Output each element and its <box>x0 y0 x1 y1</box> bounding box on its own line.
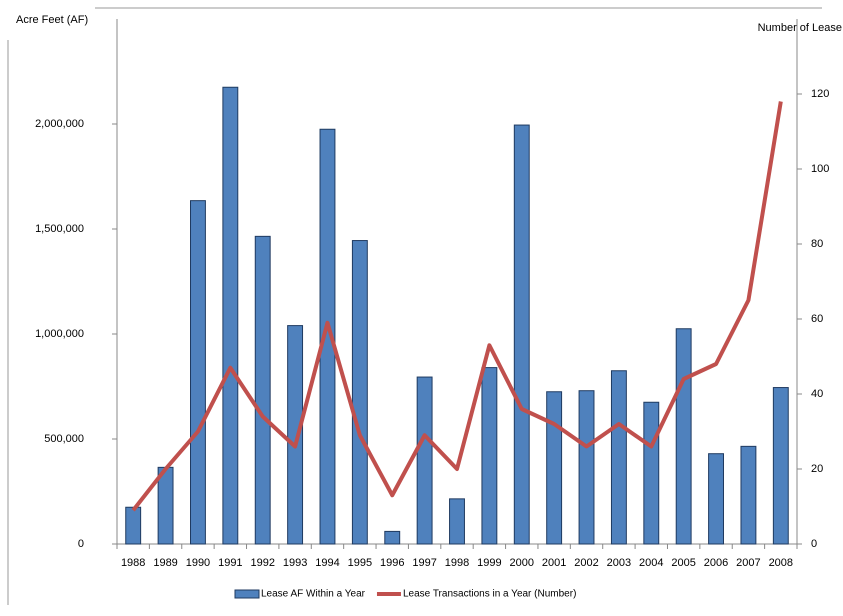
y-tick-label: 1,000,000 <box>35 328 84 340</box>
bar <box>578 390 595 545</box>
y2-tick-label: 20 <box>811 463 823 475</box>
bar <box>708 453 724 545</box>
y2-tick-label: 60 <box>811 313 823 325</box>
y-tick-label: 0 <box>78 538 84 550</box>
x-tick-label: 2002 <box>574 557 598 569</box>
x-tick-label: 2004 <box>639 557 663 569</box>
x-tick-label: 2005 <box>671 557 695 569</box>
legend-label: Lease AF Within a Year <box>261 589 366 600</box>
x-tick-label: 1990 <box>186 557 210 569</box>
legend-swatch <box>234 589 260 599</box>
bar <box>675 328 692 545</box>
bar <box>610 370 627 545</box>
x-tick-label: 1999 <box>477 557 501 569</box>
bar <box>319 128 336 545</box>
x-tick-label: 1995 <box>348 557 372 569</box>
y-tick-label: 2,000,000 <box>35 118 84 130</box>
bar <box>546 391 563 545</box>
y2-tick-label: 0 <box>811 538 817 550</box>
bar <box>772 387 789 545</box>
y-tick-label: 500,000 <box>44 433 84 445</box>
bar <box>740 445 757 545</box>
x-tick-label: 1988 <box>121 557 145 569</box>
bar <box>125 506 142 545</box>
x-tick-label: 1996 <box>380 557 404 569</box>
x-tick-label: 2008 <box>769 557 793 569</box>
y-tick-label: 1,500,000 <box>35 223 84 235</box>
x-tick-label: 2006 <box>704 557 728 569</box>
bar <box>643 401 660 545</box>
bar <box>351 240 368 545</box>
x-tick-label: 1994 <box>315 557 339 569</box>
bar <box>384 530 401 545</box>
x-tick-label: 1991 <box>218 557 242 569</box>
x-tick-label: 1997 <box>412 557 436 569</box>
bar <box>287 325 304 545</box>
y2-axis-title: Number of Lease <box>758 22 842 34</box>
y2-tick-label: 80 <box>811 238 823 250</box>
bar <box>481 367 498 545</box>
x-tick-label: 1998 <box>445 557 469 569</box>
bar <box>449 498 465 545</box>
y-axis-title: Acre Feet (AF) <box>16 14 88 26</box>
x-tick-label: 1989 <box>153 557 177 569</box>
x-tick-label: 2001 <box>542 557 566 569</box>
y2-tick-label: 120 <box>811 88 829 100</box>
x-tick-label: 2003 <box>607 557 631 569</box>
bar <box>254 235 271 545</box>
x-tick-label: 2000 <box>510 557 534 569</box>
x-tick-label: 1993 <box>283 557 307 569</box>
line <box>131 101 783 512</box>
y2-tick-label: 40 <box>811 388 823 400</box>
legend-label: Lease Transactions in a Year (Number) <box>403 589 576 600</box>
bar <box>416 376 433 545</box>
y2-tick-label: 100 <box>811 163 829 175</box>
x-tick-label: 1992 <box>250 557 274 569</box>
bar <box>513 124 530 545</box>
x-tick-label: 2007 <box>736 557 760 569</box>
bar <box>190 200 206 545</box>
bar <box>222 86 239 545</box>
